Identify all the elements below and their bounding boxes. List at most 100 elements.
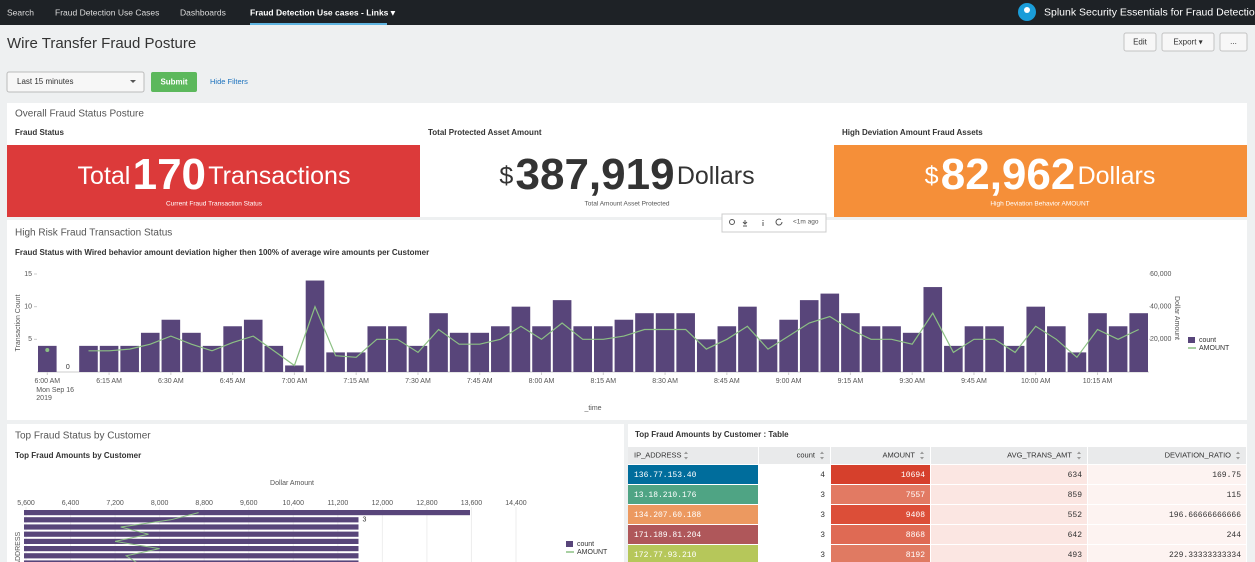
table-cell xyxy=(931,485,1087,504)
x-tick-date: 2019 xyxy=(36,395,52,402)
time-picker[interactable] xyxy=(6,71,145,93)
bar xyxy=(779,319,798,372)
y-axis-label: Transaction Count xyxy=(15,294,22,351)
bar xyxy=(285,365,304,372)
x-tick-label: 7:15 AM xyxy=(343,378,369,385)
x-tick-label: 8:00 AM xyxy=(529,378,555,385)
bar xyxy=(1108,326,1128,372)
bar xyxy=(614,319,634,372)
nav-bar xyxy=(0,0,1255,25)
bar xyxy=(408,345,428,372)
chart-title: Fraud Status with Wired behavior amount … xyxy=(15,248,429,257)
table-cell xyxy=(931,525,1087,544)
single-value: $ 82,962 Dollars xyxy=(925,150,1156,199)
nav-item[interactable]: Fraud Detection Use Cases xyxy=(55,7,159,17)
bar xyxy=(944,345,963,372)
refresh-icon[interactable] xyxy=(775,218,783,226)
nav-item[interactable]: Fraud Detection Use cases - Links ▾ xyxy=(250,7,396,17)
single-prefix: $ xyxy=(925,162,939,190)
bar xyxy=(985,326,1004,372)
submit-button[interactable] xyxy=(151,72,197,92)
table-cell xyxy=(931,505,1087,524)
table-cell xyxy=(831,545,930,562)
x-tick-label: 11,200 xyxy=(327,500,348,507)
bar xyxy=(140,332,160,372)
sort-icon[interactable] xyxy=(820,451,824,460)
table-cell xyxy=(628,525,758,544)
bar xyxy=(902,332,922,372)
data-label: 0 xyxy=(66,364,70,371)
table-cell xyxy=(831,485,930,504)
y-axis-label: IP_ADDRESS xyxy=(15,532,22,562)
legend-swatch xyxy=(566,541,573,547)
nav-item[interactable]: Dashboards xyxy=(180,7,226,17)
bar xyxy=(758,339,778,372)
bar xyxy=(1026,306,1046,372)
table-cell xyxy=(628,505,758,524)
bar xyxy=(24,538,359,544)
bar xyxy=(738,306,757,372)
x-tick-label: 12,800 xyxy=(416,500,438,507)
search-icon[interactable] xyxy=(729,219,735,225)
single-number: 170 xyxy=(133,150,206,199)
single-value-bg xyxy=(420,145,834,217)
bar xyxy=(717,326,737,372)
edit-button[interactable] xyxy=(1123,32,1157,52)
table-cell xyxy=(931,465,1087,484)
table-cell-text: 136.77.153.40 xyxy=(634,471,697,480)
table-cell xyxy=(1088,545,1246,562)
bar xyxy=(841,313,860,372)
export-button[interactable] xyxy=(1161,32,1215,52)
x-tick-label: 9:45 AM xyxy=(961,378,987,385)
x-tick-label: 14,400 xyxy=(505,500,527,507)
more-button[interactable] xyxy=(1219,32,1248,52)
bar xyxy=(552,300,572,372)
bar xyxy=(820,293,840,372)
bar xyxy=(326,352,345,372)
hide-filters[interactable]: Hide Filters xyxy=(210,77,248,86)
bar xyxy=(182,332,201,372)
table-cell xyxy=(831,525,930,544)
sort-icon[interactable] xyxy=(684,451,688,460)
bar xyxy=(24,560,359,562)
nav-item[interactable]: Search xyxy=(7,7,34,17)
panel-toolbar xyxy=(721,213,827,233)
y-tick-label: 15 xyxy=(24,271,32,278)
table-cell-text: 493 xyxy=(1068,551,1083,560)
bar xyxy=(24,553,359,559)
legend-label: count xyxy=(1199,337,1216,344)
table-cell xyxy=(759,525,830,544)
table-cell xyxy=(628,465,758,484)
single-unit: Dollars xyxy=(677,162,755,190)
submit-label: Submit xyxy=(160,78,187,87)
table-cell-text: 171.189.81.204 xyxy=(634,531,701,540)
time-picker-label: Last 15 minutes xyxy=(17,77,73,86)
bar xyxy=(532,326,551,372)
sort-icon[interactable] xyxy=(920,451,924,460)
y2-tick-label: 60,000 xyxy=(1150,271,1172,278)
bar xyxy=(24,524,359,530)
bar xyxy=(1088,313,1107,372)
x-tick-date: Mon Sep 16 xyxy=(36,387,74,394)
export-icon[interactable] xyxy=(742,220,748,227)
table-header: DEVIATION_RATIO xyxy=(1165,450,1232,459)
bar xyxy=(964,326,984,372)
x-tick-label: 8:30 AM xyxy=(652,378,678,385)
x-tick-label: 8:15 AM xyxy=(590,378,616,385)
x-tick-label: 8:45 AM xyxy=(714,378,740,385)
sort-icon[interactable] xyxy=(1236,451,1240,460)
x-tick-label: 10,400 xyxy=(283,500,305,507)
panel-title: High Risk Fraud Transaction Status xyxy=(15,228,172,239)
single-unit: Dollars xyxy=(1078,162,1156,190)
table-header: AMOUNT xyxy=(883,450,916,459)
table-cell-text: 3 xyxy=(820,531,825,540)
bar xyxy=(882,326,901,372)
sort-icon[interactable] xyxy=(1077,451,1081,460)
bar xyxy=(470,332,490,372)
nav-active xyxy=(250,23,387,25)
bar xyxy=(24,517,359,523)
bar xyxy=(696,339,716,372)
single-prefix: $ xyxy=(499,162,513,190)
table-cell-text: 115 xyxy=(1227,491,1242,500)
bar xyxy=(161,319,181,372)
